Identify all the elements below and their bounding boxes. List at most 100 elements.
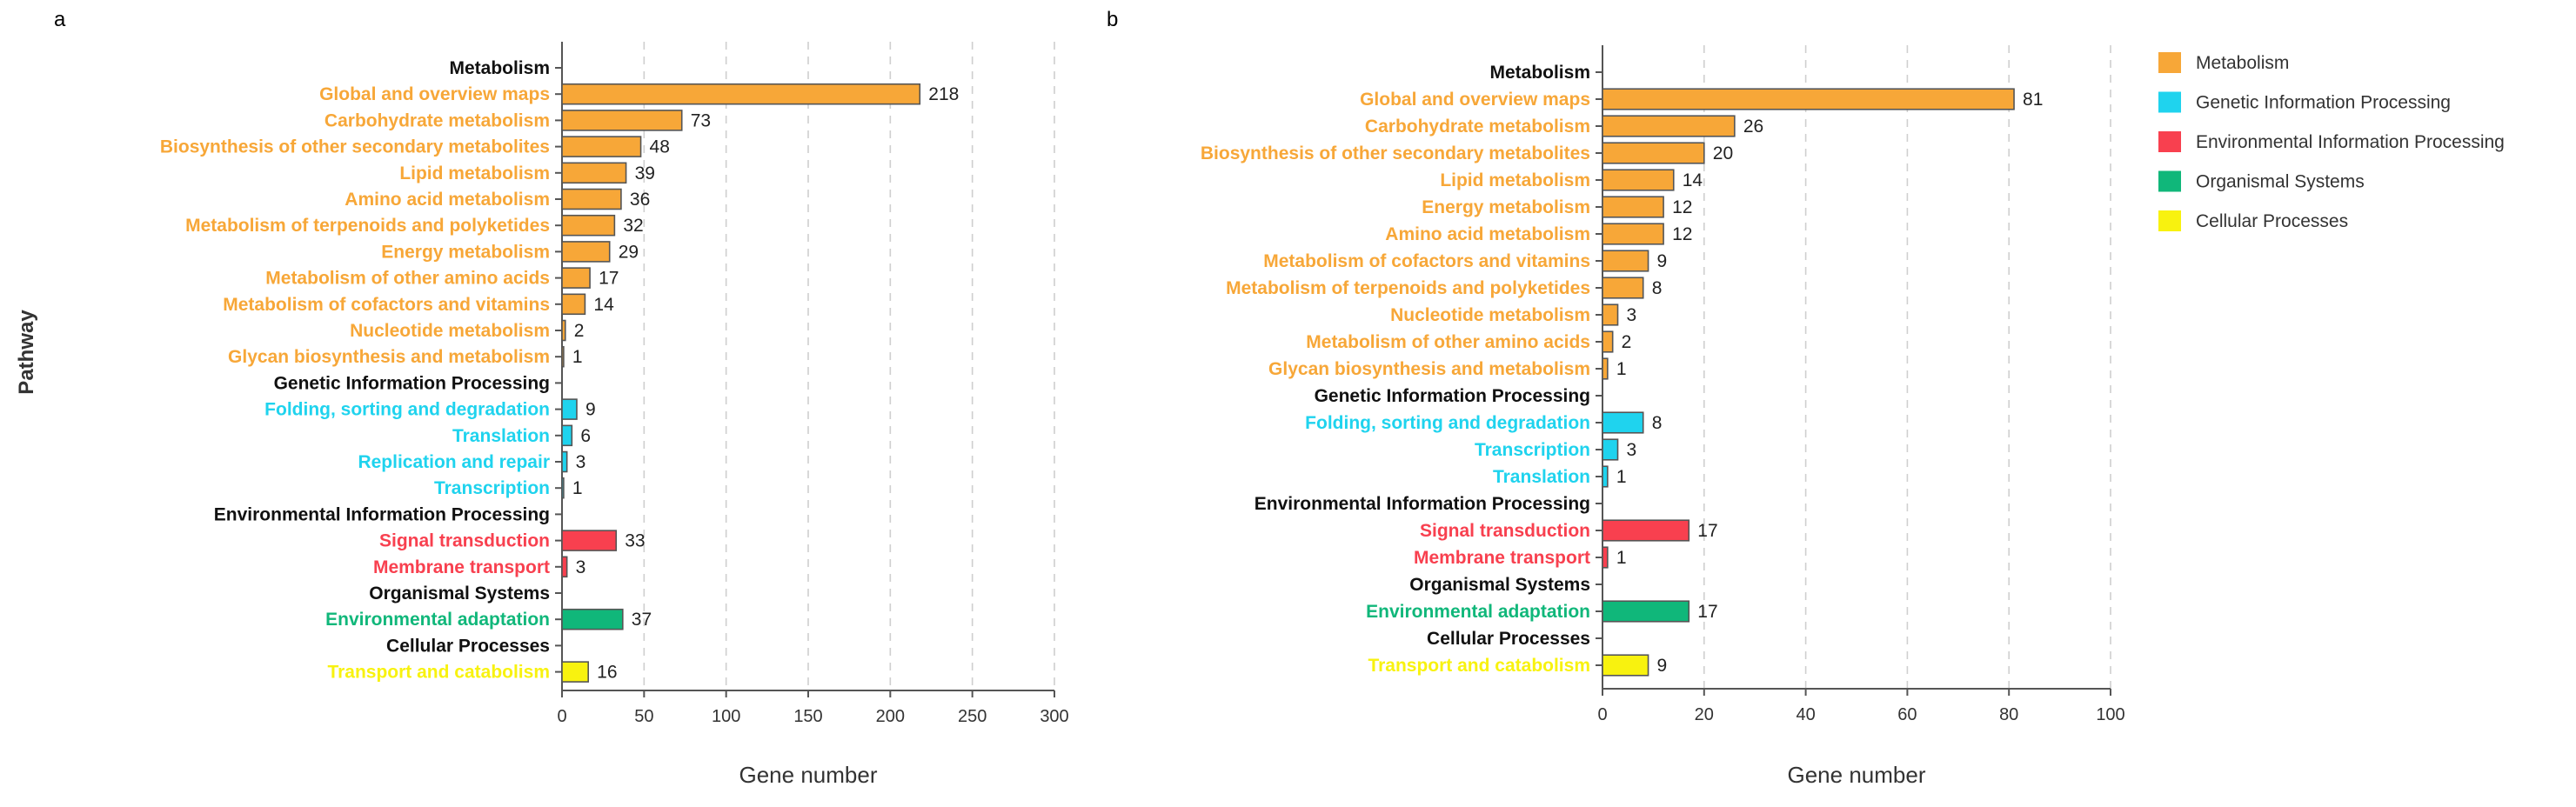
panel-a-value-label: 16 bbox=[597, 663, 617, 683]
panel-b-x-axis-title: Gene number bbox=[1788, 762, 1926, 788]
panel-b-group-header-genetic-information-processing: Genetic Information Processing bbox=[1315, 386, 1590, 406]
legend-swatch-genetic-information-processing bbox=[2158, 91, 2181, 113]
panel-b-value-label: 8 bbox=[1652, 278, 1663, 298]
panel-a-bar-lipid-metabolism bbox=[561, 162, 627, 184]
panel-a-category-label: Metabolism of other amino acids bbox=[265, 269, 550, 289]
panel-a-bar-global-and-overview-maps bbox=[561, 83, 921, 105]
panel-a-x-tick-label: 0 bbox=[557, 707, 566, 726]
panel-b-bar-transport-and-catabolism bbox=[1602, 654, 1649, 677]
panel-b-group-header-environmental-information-processing: Environmental Information Processing bbox=[1255, 494, 1590, 514]
panel-a-x-tick-label: 300 bbox=[1040, 707, 1068, 726]
panel-a-category-label: Amino acid metabolism bbox=[345, 190, 550, 210]
panel-b-bar-environmental-adaptation bbox=[1602, 600, 1690, 623]
panel-a-category-label: Translation bbox=[452, 426, 550, 446]
panel-a-category-label: Signal transduction bbox=[379, 531, 550, 551]
panel-a-value-label: 48 bbox=[650, 137, 670, 157]
panel-b-x-tick-label: 100 bbox=[2096, 705, 2124, 724]
panel-b-bar-transcription bbox=[1602, 438, 1619, 461]
panel-a-category-label: Lipid metabolism bbox=[399, 163, 550, 183]
panel-a-bar-amino-acid-metabolism bbox=[561, 188, 622, 210]
panel-a-bar-transport-and-catabolism bbox=[561, 661, 589, 683]
panel-b-value-label: 1 bbox=[1616, 359, 1627, 379]
panel-b-category-label: Signal transduction bbox=[1420, 521, 1590, 541]
panel-a-category-label: Folding, sorting and degradation bbox=[264, 400, 550, 420]
legend-label-cellular-processes: Cellular Processes bbox=[2196, 211, 2348, 231]
panel-a-group-header-environmental-information-processing: Environmental Information Processing bbox=[214, 504, 550, 524]
panel-b-bar-amino-acid-metabolism bbox=[1602, 223, 1664, 245]
panel-b-value-label: 26 bbox=[1743, 117, 1763, 137]
legend-swatch-metabolism bbox=[2158, 52, 2181, 73]
panel-a-bar-replication-and-repair bbox=[561, 450, 568, 473]
legend-swatch-organismal-systems bbox=[2158, 170, 2181, 192]
panel-a-category-label: Nucleotide metabolism bbox=[350, 321, 550, 341]
panel-a-bar-metabolism-of-other-amino-acids bbox=[561, 267, 591, 289]
panel-a-value-label: 14 bbox=[593, 295, 614, 315]
panel-b-bar-membrane-transport bbox=[1602, 546, 1609, 569]
panel-b-bar-glycan-biosynthesis-and-metabolism bbox=[1602, 357, 1609, 380]
panel-b-x-tick-label: 40 bbox=[1796, 705, 1815, 724]
panel-b-x-tick-label: 20 bbox=[1695, 705, 1714, 724]
panel-a-value-label: 32 bbox=[623, 216, 643, 236]
panel-b-bar-carbohydrate-metabolism bbox=[1602, 115, 1736, 137]
panel-a-value-label: 36 bbox=[630, 190, 650, 210]
panel-a-group-header-metabolism: Metabolism bbox=[449, 58, 550, 78]
panel-a-value-label: 17 bbox=[599, 269, 619, 289]
panel-b-category-label: Metabolism of terpenoids and polyketides bbox=[1226, 278, 1590, 298]
panel-a-category-label: Metabolism of terpenoids and polyketides bbox=[185, 216, 550, 236]
panel-b-value-label: 3 bbox=[1627, 305, 1637, 325]
panel-b-value-label: 12 bbox=[1672, 224, 1692, 244]
panel-a-x-tick-label: 100 bbox=[712, 707, 740, 726]
panel-a-bar-translation bbox=[561, 424, 573, 447]
panel-a-value-label: 3 bbox=[576, 452, 586, 472]
panel-a-category-label: Transcription bbox=[434, 478, 550, 498]
panel-a-bar-signal-transduction bbox=[561, 530, 618, 551]
panel-b-group-header-metabolism: Metabolism bbox=[1489, 63, 1590, 83]
panel-a-bar-metabolism-of-cofactors-and-vitamins bbox=[561, 293, 586, 316]
panel-a-value-label: 218 bbox=[928, 84, 959, 104]
panel-a-category-label: Membrane transport bbox=[373, 557, 550, 577]
panel-a-category-label: Biosynthesis of other secondary metaboli… bbox=[160, 137, 550, 157]
panel-a-chart: a 0 50 100 150 200 250 300 Metabolism Global and … bbox=[15, 8, 1069, 788]
panel-a-group-header-genetic-information-processing: Genetic Information Processing bbox=[274, 373, 550, 393]
legend-label-metabolism: Metabolism bbox=[2196, 53, 2289, 73]
panel-b-category-label: Amino acid metabolism bbox=[1385, 224, 1590, 244]
panel-a-bar-metabolism-of-terpenoids-and-polyketides bbox=[561, 214, 616, 237]
panel-a-bar-carbohydrate-metabolism bbox=[561, 110, 683, 131]
panel-a-group-header-organismal-systems: Organismal Systems bbox=[369, 584, 550, 604]
panel-b-bar-nucleotide-metabolism bbox=[1602, 303, 1619, 326]
panel-a-letter: a bbox=[54, 8, 66, 31]
panel-a-value-label: 3 bbox=[576, 557, 586, 577]
panel-b-bar-global-and-overview-maps bbox=[1602, 88, 2015, 110]
panel-a-value-label: 39 bbox=[635, 163, 655, 183]
legend: Metabolism Genetic Information Processing… bbox=[2158, 52, 2505, 231]
panel-b-category-label: Glycan biosynthesis and metabolism bbox=[1268, 359, 1590, 379]
legend-label-environmental-information-processing: Environmental Information Processing bbox=[2196, 132, 2505, 152]
panel-b-value-label: 2 bbox=[1622, 332, 1632, 352]
legend-label-organismal-systems: Organismal Systems bbox=[2196, 172, 2365, 192]
panel-b-value-label: 17 bbox=[1697, 521, 1717, 541]
panel-b-group-header-cellular-processes: Cellular Processes bbox=[1427, 629, 1590, 649]
panel-a-category-label: Metabolism of cofactors and vitamins bbox=[223, 295, 550, 315]
panel-b-category-label: Membrane transport bbox=[1414, 548, 1590, 568]
panel-a-group-header-cellular-processes: Cellular Processes bbox=[386, 636, 550, 656]
panel-b-category-label: Global and overview maps bbox=[1360, 90, 1590, 110]
panel-a-category-label: Replication and repair bbox=[358, 452, 550, 472]
panel-a-bar-membrane-transport bbox=[561, 556, 568, 578]
panel-a-value-label: 37 bbox=[632, 610, 652, 630]
panel-b-category-label: Biosynthesis of other secondary metaboli… bbox=[1201, 143, 1590, 163]
panel-b-category-label: Carbohydrate metabolism bbox=[1365, 117, 1590, 137]
panel-b-category-label: Transport and catabolism bbox=[1368, 656, 1590, 676]
panel-a-category-label: Transport and catabolism bbox=[327, 663, 550, 683]
panel-b-bar-lipid-metabolism bbox=[1602, 169, 1675, 191]
panel-a-bar-energy-metabolism bbox=[561, 241, 611, 263]
panel-b-bar-signal-transduction bbox=[1602, 519, 1690, 542]
panel-a-value-label: 73 bbox=[691, 110, 711, 130]
panel-a-bar-glycan-biosynthesis-and-metabolism bbox=[561, 345, 565, 368]
panel-a-y-axis-title: Pathway bbox=[15, 310, 38, 395]
panel-a-bar-environmental-adaptation bbox=[561, 608, 624, 630]
panel-b-category-label: Environmental adaptation bbox=[1366, 602, 1590, 622]
panel-a-value-label: 29 bbox=[619, 242, 639, 262]
panel-b-category-label: Folding, sorting and degradation bbox=[1305, 413, 1590, 433]
panel-b-letter: b bbox=[1107, 8, 1118, 31]
panel-a-value-label: 2 bbox=[574, 321, 585, 341]
